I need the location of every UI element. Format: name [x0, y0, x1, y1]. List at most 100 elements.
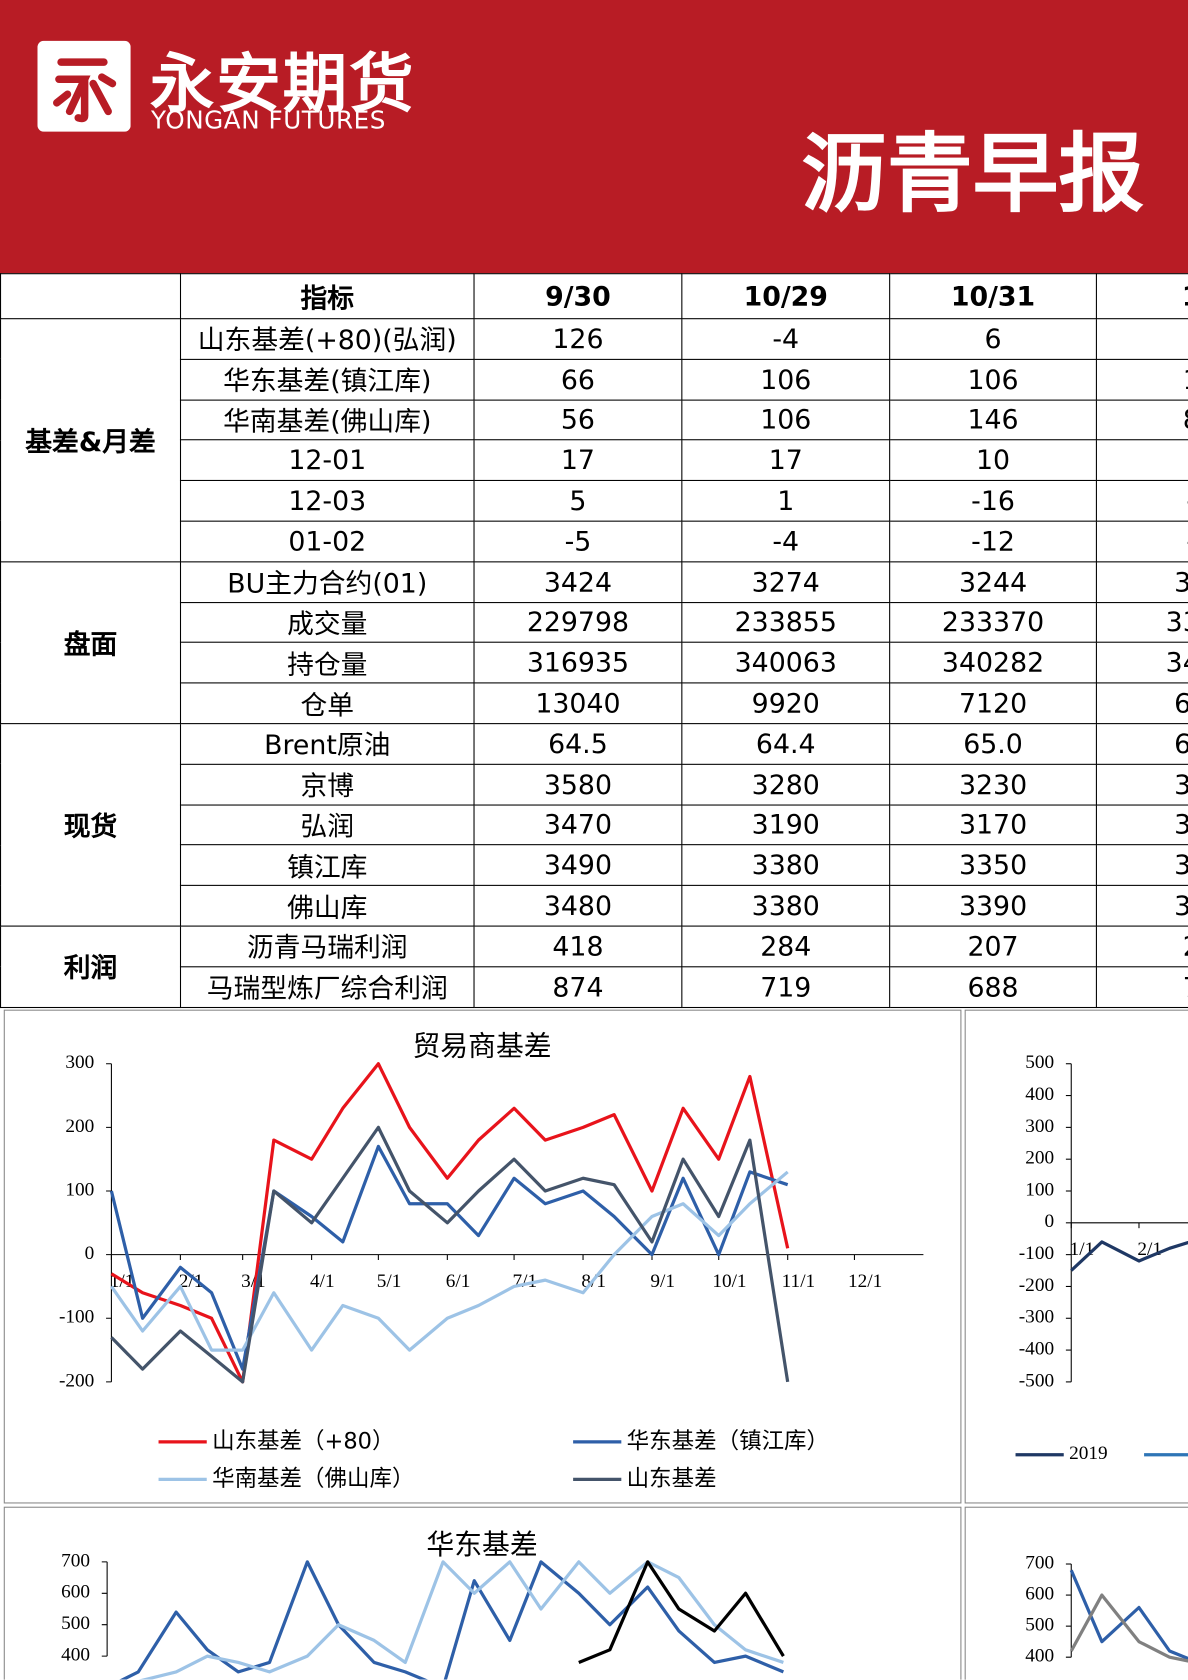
chart: -500 -400 -300 -200 -100 0 100 200 300 400 500 1/1 2…	[1015, 1052, 1188, 1464]
value-cell: 233370	[889, 601, 1097, 644]
indicator-cell: 山东基差(+80)(弘润)	[179, 318, 475, 360]
value-cell: 13040	[473, 682, 683, 725]
indicator-cell: 华东基差(镇江库)	[179, 358, 475, 401]
x-tick-label: 11/1	[782, 1271, 816, 1292]
indicator-cell: 01-02	[179, 520, 475, 563]
value-cell: 9920	[681, 682, 891, 725]
series-line	[109, 1144, 789, 1371]
group-cell: 盘面	[0, 561, 182, 725]
y-tick-label: 600	[1025, 1583, 1054, 1604]
value-cell: 66	[473, 358, 683, 401]
logo-text: 永安期货	[149, 47, 416, 123]
value-cell: 65.0	[889, 723, 1097, 765]
y-tick-label: -300	[1019, 1307, 1054, 1328]
y-tick-label: -500	[1019, 1370, 1054, 1391]
value-cell	[1095, 318, 1188, 360]
value-cell: 3490	[473, 844, 683, 887]
indicator-cell: 仓单	[179, 682, 475, 725]
value-cell: 3480	[473, 885, 683, 927]
indicator-cell: 沥青马瑞利润	[179, 925, 475, 968]
indicator-cell: 12-03	[179, 480, 475, 522]
indicator-cell: 华南基差(佛山库)	[179, 399, 475, 441]
value-cell: 31	[1095, 804, 1188, 846]
header-cell: 10/29	[681, 273, 891, 320]
indicator-cell: 成交量	[179, 601, 475, 644]
value-cell: -4	[681, 520, 891, 563]
x-tick-label: 4/1	[310, 1271, 335, 1292]
value-cell: 146	[889, 399, 1097, 441]
legend-label: 2019	[1069, 1443, 1108, 1464]
y-tick-label: -200	[1019, 1275, 1054, 1296]
indicator-cell: 弘润	[179, 804, 475, 846]
indicator-cell: 12-01	[179, 439, 475, 482]
series-line	[578, 1560, 785, 1664]
table-row: 京博35803280323032	[1, 763, 1188, 806]
y-tick-label: 700	[61, 1550, 90, 1571]
value-cell: 5	[473, 480, 683, 522]
y-tick-label: -100	[59, 1307, 94, 1328]
value-cell: 688	[889, 965, 1097, 1008]
value-cell: 64.4	[681, 723, 891, 765]
value-cell: 126	[473, 318, 683, 360]
value-cell: 340063	[681, 642, 891, 684]
value-cell: 1	[681, 480, 891, 522]
table-row: 仓单130409920712069	[1, 682, 1188, 725]
y-tick-label: 400	[1025, 1646, 1054, 1667]
indicator-cell: BU主力合约(01)	[179, 561, 475, 603]
y-tick-label: 700	[1025, 1552, 1054, 1573]
table-row: 持仓量316935340063340282349	[1, 642, 1188, 684]
series-line	[138, 1560, 784, 1680]
y-tick-label: 100	[65, 1179, 94, 1200]
chart-frame	[3, 1506, 962, 1680]
y-tick-label: 500	[1025, 1052, 1054, 1073]
table-row: 成交量229798233855233370337	[1, 601, 1188, 644]
value-cell: 69	[1095, 682, 1188, 725]
y-tick-label: 100	[1025, 1179, 1054, 1200]
table-row: 01-02-5-4-12-	[1, 520, 1188, 563]
value-cell: 3424	[473, 561, 683, 603]
y-tick-label: 400	[61, 1645, 90, 1666]
value-cell: 3190	[681, 804, 891, 846]
value-cell: 2	[1095, 925, 1188, 968]
y-tick-label: 500	[1025, 1615, 1054, 1636]
table-row: 12-01 17 17 10	[1, 439, 1188, 482]
value-cell: 17	[473, 439, 683, 482]
group-cell: 现货	[0, 723, 182, 927]
x-tick-label: 5/1	[377, 1271, 402, 1292]
chart-title: 贸易商基差	[412, 1030, 551, 1063]
header-cell: 10/31	[889, 273, 1097, 320]
value-cell: 1	[1095, 358, 1188, 401]
value-cell: 7	[1095, 965, 1188, 1008]
x-tick-label: 12/1	[848, 1271, 882, 1292]
indicator-cell: 镇江库	[179, 844, 475, 887]
indicator-cell: 马瑞型炼厂综合利润	[179, 965, 475, 1008]
y-tick-label: 300	[65, 1052, 94, 1073]
value-cell: 3470	[473, 804, 683, 846]
y-tick-label: 500	[61, 1613, 90, 1634]
chart: 400 500 600 700	[1025, 1552, 1188, 1667]
value-cell: 64.5	[473, 723, 683, 765]
series-line	[1070, 1240, 1188, 1272]
legend-label: 华南基差（佛山库）	[212, 1466, 414, 1492]
x-tick-label: 10/1	[712, 1271, 746, 1292]
x-tick-label: 6/1	[446, 1271, 471, 1292]
value-cell: 32	[1095, 763, 1188, 806]
value-cell: 3274	[681, 561, 891, 603]
table-row: 华东基差(镇江库)661061061	[1, 358, 1188, 401]
value-cell: 229798	[473, 601, 683, 644]
indicator-cell: 京博	[179, 763, 475, 806]
y-tick-label: 400	[1025, 1084, 1054, 1105]
value-cell: 3230	[889, 763, 1097, 806]
series-line	[110, 1170, 789, 1352]
logo-subtext: YONGAN FUTURES	[151, 107, 386, 135]
value-cell: 284	[681, 925, 891, 968]
value-cell: 207	[889, 925, 1097, 968]
value-cell: 418	[473, 925, 683, 968]
value-cell: 10	[889, 439, 1097, 482]
value-cell: -12	[889, 520, 1097, 563]
value-cell: -4	[681, 318, 891, 360]
y-tick-label: 300	[1025, 1116, 1054, 1137]
chart-frame	[964, 1506, 1188, 1680]
